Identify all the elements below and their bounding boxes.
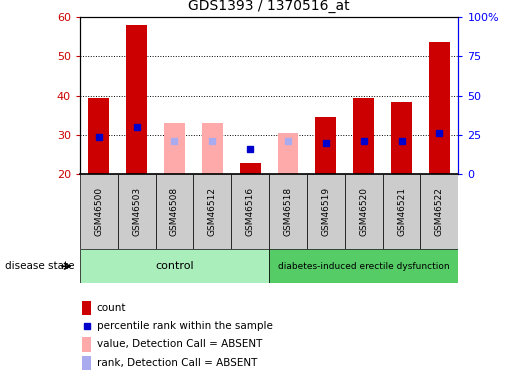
- Bar: [307, 174, 345, 249]
- Text: GSM46512: GSM46512: [208, 188, 217, 236]
- Bar: [82, 338, 91, 352]
- Bar: [82, 356, 91, 370]
- Bar: [164, 123, 185, 174]
- Bar: [117, 174, 156, 249]
- Text: GSM46503: GSM46503: [132, 188, 141, 237]
- Bar: [156, 174, 193, 249]
- Text: diabetes-induced erectile dysfunction: diabetes-induced erectile dysfunction: [278, 262, 450, 271]
- Text: GSM46500: GSM46500: [94, 188, 103, 237]
- Text: GSM46522: GSM46522: [435, 188, 444, 236]
- Text: count: count: [97, 303, 126, 313]
- Text: rank, Detection Call = ABSENT: rank, Detection Call = ABSENT: [97, 358, 257, 368]
- Bar: [194, 174, 231, 249]
- Bar: [240, 163, 261, 174]
- Bar: [231, 174, 269, 249]
- Bar: [278, 133, 298, 174]
- Text: GSM46508: GSM46508: [170, 188, 179, 237]
- Bar: [353, 98, 374, 174]
- Bar: [89, 98, 109, 174]
- Bar: [421, 174, 458, 249]
- Bar: [80, 249, 269, 283]
- Bar: [80, 174, 117, 249]
- Text: value, Detection Call = ABSENT: value, Detection Call = ABSENT: [97, 339, 262, 350]
- Bar: [202, 123, 222, 174]
- Text: GSM46520: GSM46520: [359, 188, 368, 236]
- Text: percentile rank within the sample: percentile rank within the sample: [97, 321, 273, 332]
- Bar: [345, 174, 383, 249]
- Bar: [269, 174, 307, 249]
- Bar: [383, 174, 421, 249]
- Bar: [316, 117, 336, 174]
- Bar: [269, 249, 458, 283]
- Title: GDS1393 / 1370516_at: GDS1393 / 1370516_at: [188, 0, 350, 13]
- Text: disease state: disease state: [5, 261, 75, 271]
- Text: GSM46521: GSM46521: [397, 188, 406, 236]
- Bar: [429, 42, 450, 174]
- Text: GSM46516: GSM46516: [246, 188, 254, 237]
- Bar: [126, 25, 147, 174]
- Text: control: control: [155, 261, 194, 271]
- Bar: [82, 301, 91, 315]
- Text: GSM46518: GSM46518: [284, 188, 293, 237]
- Bar: [391, 102, 412, 174]
- Text: GSM46519: GSM46519: [321, 188, 330, 237]
